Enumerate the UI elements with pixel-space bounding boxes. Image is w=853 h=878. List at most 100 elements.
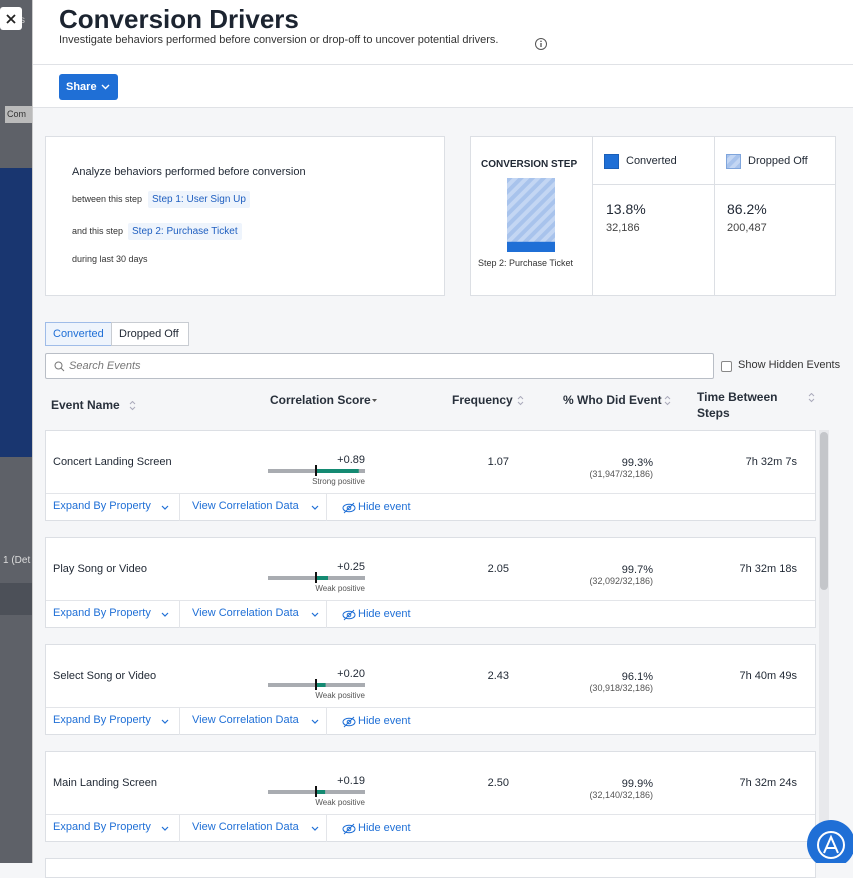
divider: [326, 708, 327, 735]
time-between: 7h 32m 7s: [706, 456, 797, 468]
view-link[interactable]: View Correlation Data: [192, 714, 299, 726]
percent-did: 99.3%: [566, 457, 653, 469]
hide-link[interactable]: Hide event: [358, 608, 411, 620]
column-header[interactable]: Time Between Steps: [697, 389, 787, 421]
view-link[interactable]: View Correlation Data: [192, 821, 299, 833]
sort-icon: [517, 396, 524, 406]
legend-swatch: [604, 154, 619, 169]
chevron: [311, 825, 319, 832]
frequency: 1.07: [446, 456, 509, 468]
column-header[interactable]: Event Name: [51, 397, 120, 413]
chevron: [101, 83, 110, 91]
event-name: Main Landing Screen: [53, 777, 157, 789]
sort-icon: [664, 396, 671, 406]
time-between: 7h 32m 18s: [706, 563, 797, 575]
scrollbar-thumb[interactable]: [820, 432, 828, 590]
converted-count: 32,186: [606, 222, 640, 234]
dropped-segment: [507, 178, 555, 252]
tab-active[interactable]: Converted: [45, 322, 112, 346]
strength-label: Weak positive: [285, 691, 365, 700]
event-row: [45, 858, 816, 878]
divider: [326, 601, 327, 628]
percent-did: 96.1%: [566, 671, 653, 683]
chevron: [311, 611, 319, 618]
search-box[interactable]: Search Events: [45, 353, 714, 379]
step-chip: Step 2: Purchase Ticket: [128, 223, 242, 240]
subtitle: Investigate behaviors performed before c…: [59, 34, 498, 46]
close-button[interactable]: [0, 7, 22, 30]
view-link[interactable]: View Correlation Data: [192, 500, 299, 512]
column-header[interactable]: Correlation Score: [270, 392, 371, 408]
center-tick: [315, 572, 317, 583]
event-name: Concert Landing Screen: [53, 456, 172, 468]
correlation-bar: [316, 469, 359, 473]
percent-ratio: (32,140/32,186): [546, 790, 653, 800]
info-icon[interactable]: [534, 37, 548, 51]
event-row: Main Landing Screen+0.19Weak positive2.5…: [45, 751, 816, 842]
expand-link[interactable]: Expand By Property: [53, 500, 151, 512]
correlation-score: +0.20: [335, 668, 365, 680]
summary-card: Analyze behaviors performed before conve…: [45, 136, 445, 296]
center-tick: [315, 679, 317, 690]
divider: [179, 708, 180, 735]
hide-link[interactable]: Hide event: [358, 822, 411, 834]
event-row: Concert Landing Screen +0.89 Strong positi…: [45, 430, 816, 521]
conversion-step: Step 2: Purchase Ticket: [478, 258, 573, 268]
event-name: Play Song or Video: [53, 563, 147, 575]
row-actions: Expand By Property View Correlation Data H…: [46, 600, 815, 628]
checkbox[interactable]: [721, 361, 732, 372]
backdrop-block: [0, 583, 32, 615]
hide-link[interactable]: Hide event: [358, 501, 411, 513]
correlation-score: +0.19: [335, 775, 365, 787]
dropped-count: 200,487: [727, 222, 767, 234]
sort-icon: [808, 393, 815, 403]
expand-link[interactable]: Expand By Property: [53, 714, 151, 726]
expand-link[interactable]: Expand By Property: [53, 821, 151, 833]
share-button[interactable]: Share: [59, 74, 118, 100]
view-link[interactable]: View Correlation Data: [192, 607, 299, 619]
strength-label: Strong positive: [285, 477, 365, 486]
legend-label: Dropped Off: [748, 155, 808, 167]
hide-icon: [342, 823, 357, 835]
correlation-bar: [316, 683, 326, 687]
backdrop: s Com 1 (Det: [0, 0, 32, 863]
divider: [326, 815, 327, 842]
frequency: 2.05: [446, 563, 509, 575]
divider: [179, 601, 180, 628]
backdrop-block: [0, 168, 32, 457]
column-header[interactable]: Frequency: [452, 392, 513, 408]
conversion-bar: [507, 178, 555, 252]
divider: [179, 815, 180, 842]
hide-icon: [342, 716, 357, 728]
divider: [326, 494, 327, 521]
chevron: [161, 718, 169, 725]
chevron: [161, 504, 169, 511]
summary-label: during last 30 days: [72, 254, 148, 264]
tab[interactable]: Dropped Off: [111, 322, 189, 346]
summary-intro: Analyze behaviors performed before conve…: [72, 166, 306, 178]
divider: [714, 137, 715, 295]
converted-segment: [507, 242, 555, 252]
backdrop-text: Com: [5, 106, 32, 123]
center-tick: [315, 786, 317, 797]
legend-label: Converted: [626, 155, 677, 167]
percent-did: 99.9%: [566, 778, 653, 790]
summary-label: and this step: [72, 226, 123, 236]
strength-label: Weak positive: [285, 584, 365, 593]
expand-link[interactable]: Expand By Property: [53, 607, 151, 619]
correlation-score: +0.89: [335, 454, 365, 466]
column-header[interactable]: % Who Did Event: [563, 392, 662, 408]
event-row: Select Song or Video +0.20 Weak positive 2.…: [45, 644, 816, 735]
assistant-button[interactable]: [807, 820, 853, 863]
chevron: [311, 504, 319, 511]
sort-icon: [371, 396, 378, 406]
percent-ratio: (30,918/32,186): [546, 683, 653, 693]
conversion-heading: CONVERSION STEP: [481, 159, 577, 170]
search-icon: [54, 361, 65, 372]
frequency: 2.43: [446, 670, 509, 682]
event-name: Select Song or Video: [53, 670, 156, 682]
checkbox-label: Show Hidden Events: [738, 359, 840, 371]
time-between: 7h 32m 24s: [706, 777, 797, 789]
hide-link[interactable]: Hide event: [358, 715, 411, 727]
